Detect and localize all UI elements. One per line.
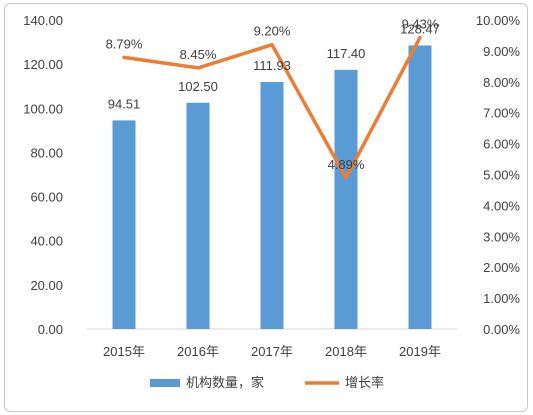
y-right-tick-label: 2.00% [483, 260, 520, 275]
line-point [122, 55, 126, 59]
y-right-tick-label: 3.00% [483, 229, 520, 244]
line-point [270, 43, 274, 47]
y-right-tick-label: 0.00% [483, 322, 520, 337]
x-tick-label: 2016年 [177, 344, 219, 359]
bar-value-label: 117.40 [327, 46, 366, 61]
y-left-tick-label: 60.00 [30, 190, 63, 205]
legend-label-bar: 机构数量，家 [186, 375, 264, 390]
labels-layer: 94.51 102.50 111.93 117.40 128.47 8.79% 8.45% 9… [106, 17, 440, 172]
bar [186, 102, 210, 330]
combo-chart: 0.00 20.00 40.00 60.00 80.00 100.00 120.00 140.… [23, 13, 520, 390]
y-right-tick-label: 7.00% [483, 106, 520, 121]
chart-frame: 0.00 20.00 40.00 60.00 80.00 100.00 120.00 140.… [4, 3, 528, 412]
line-point [344, 176, 348, 180]
legend-label-line: 增长率 [345, 375, 384, 390]
y-right-tick-label: 8.00% [483, 75, 520, 90]
bar [334, 69, 358, 329]
line-value-label: 9.20% [254, 24, 291, 39]
legend-swatch-bar [150, 379, 180, 387]
line-value-label: 8.45% [180, 47, 217, 62]
line-point [418, 36, 422, 40]
y-right-tick-label: 1.00% [483, 291, 520, 306]
line-point [196, 66, 200, 70]
y-right-tick-label: 5.00% [483, 168, 520, 183]
axes-layer: 0.00 20.00 40.00 60.00 80.00 100.00 120.00 140.… [23, 13, 520, 359]
x-tick-label: 2019年 [399, 344, 441, 359]
y-left-tick-label: 0.00 [38, 322, 63, 337]
legend: 机构数量，家 增长率 [150, 375, 384, 390]
bar-value-label: 128.47 [400, 21, 440, 36]
y-left-tick-label: 100.00 [23, 101, 63, 116]
y-right-tick-label: 4.00% [483, 198, 520, 213]
line-value-label: 4.89% [328, 157, 365, 172]
x-tick-label: 2018年 [325, 344, 367, 359]
bar-value-label: 102.50 [178, 79, 218, 94]
y-left-tick-label: 80.00 [30, 145, 63, 160]
line-layer [122, 35, 422, 180]
y-right-tick-label: 9.00% [483, 44, 520, 59]
bar [408, 45, 432, 329]
x-tick-label: 2017年 [251, 344, 293, 359]
bar [112, 120, 136, 330]
y-left-tick-label: 140.00 [23, 13, 63, 28]
y-right-tick-label: 10.00% [476, 13, 521, 28]
bar-value-label: 111.93 [253, 58, 291, 73]
y-right-tick-label: 6.00% [483, 137, 520, 152]
y-left-tick-label: 120.00 [23, 57, 63, 72]
x-tick-label: 2015年 [103, 344, 145, 359]
line-value-label: 9.43% [402, 17, 439, 32]
bars-layer [112, 45, 432, 330]
bar-value-label: 94.51 [108, 96, 141, 111]
line-value-label: 8.79% [106, 36, 143, 51]
bar [260, 81, 284, 329]
y-left-tick-label: 40.00 [30, 234, 63, 249]
y-left-tick-label: 20.00 [30, 278, 63, 293]
